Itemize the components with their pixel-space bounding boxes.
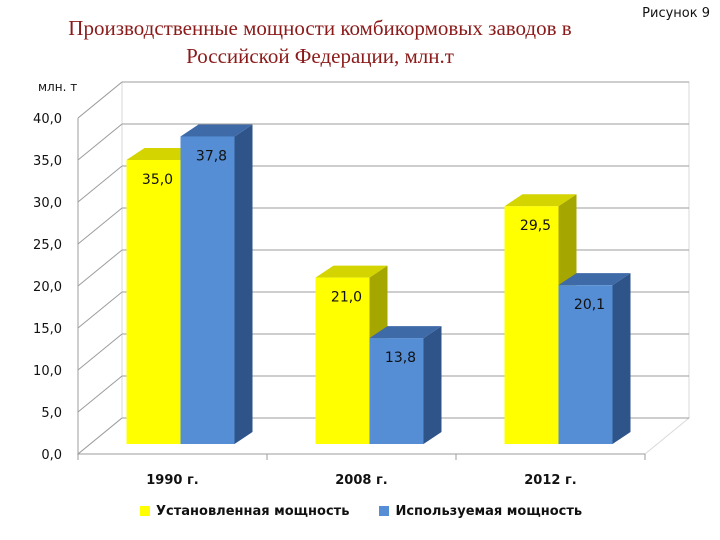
y-tick-label: 0,0 <box>41 448 62 463</box>
gridline-diagonal <box>77 417 123 455</box>
bar-1-0 <box>180 136 235 445</box>
figure-label: Рисунок 9 <box>642 6 710 21</box>
bar-top-0-2 <box>504 194 577 207</box>
bar-top-1-1 <box>369 326 442 339</box>
bar-1-2 <box>558 285 613 444</box>
data-label-0-2: 29,5 <box>520 218 551 234</box>
gridline-diagonal <box>77 249 123 287</box>
bar-top-0-1 <box>315 265 388 278</box>
y-tick-label: 10,0 <box>33 364 62 379</box>
gridline-diagonal <box>77 123 123 161</box>
data-label-0-0: 35,0 <box>142 172 173 188</box>
y-tick-label: 15,0 <box>33 322 62 337</box>
legend-swatch-yellow <box>140 506 150 516</box>
bar-top-1-0 <box>180 124 253 137</box>
gridline-diagonal <box>77 375 123 413</box>
gridline-diagonal <box>77 333 123 371</box>
y-tick-label: 35,0 <box>33 154 62 169</box>
y-axis-unit-label: млн. т <box>38 80 78 94</box>
y-axis-ticks: 0,0 5,0 10,0 15,0 20,0 25,0 30,0 35,0 40,0 <box>33 112 62 463</box>
gridline-diagonal <box>77 291 123 329</box>
chart-title-line-1: Производственные мощности комбикормовых … <box>68 16 572 40</box>
x-category-label-0: 1990 г. <box>146 473 198 488</box>
y-tick-label: 5,0 <box>41 406 62 421</box>
bar-0-0 <box>126 160 181 444</box>
legend-label-used: Используемая мощность <box>395 503 583 519</box>
chart-legend: Установленная мощность Используемая мощн… <box>140 500 600 522</box>
gridline-diagonal <box>77 207 123 245</box>
chart-bars: 35,0 37,8 21,0 13,8 29,5 20,1 <box>126 124 631 445</box>
data-label-1-1: 13,8 <box>385 350 416 366</box>
y-tick-label: 25,0 <box>33 238 62 253</box>
y-tick-label: 30,0 <box>33 196 62 211</box>
legend-item-installed: Установленная мощность <box>140 504 349 519</box>
bar-side-1-1 <box>423 326 442 444</box>
bar-1-1 <box>369 338 424 444</box>
bar-side-1-2 <box>612 273 631 444</box>
data-label-1-2: 20,1 <box>574 297 605 313</box>
legend-swatch-blue <box>379 506 390 516</box>
chart-title: Производственные мощности комбикормовых … <box>40 14 600 70</box>
x-category-label-2: 2012 г. <box>524 473 576 488</box>
legend-item-used: Используемая мощность <box>379 504 582 519</box>
y-tick-label: 40,0 <box>33 112 62 127</box>
y-tick-label: 20,0 <box>33 280 62 295</box>
gridline-diagonal <box>77 165 123 203</box>
x-axis-categories: 1990 г. 2008 г. 2012 г. <box>146 473 576 488</box>
bar-side-1-0 <box>234 124 253 444</box>
x-category-label-1: 2008 г. <box>335 473 387 488</box>
legend-label-installed: Установленная мощность <box>156 503 350 519</box>
gridline-diagonal <box>77 81 123 119</box>
bar-0-1 <box>315 277 370 444</box>
bar-top-1-2 <box>558 273 631 286</box>
bar-0-2 <box>504 206 559 444</box>
data-label-0-1: 21,0 <box>331 290 362 306</box>
data-label-1-0: 37,8 <box>196 148 227 164</box>
chart-title-line-2: Российской Федерации, млн.т <box>186 44 454 68</box>
